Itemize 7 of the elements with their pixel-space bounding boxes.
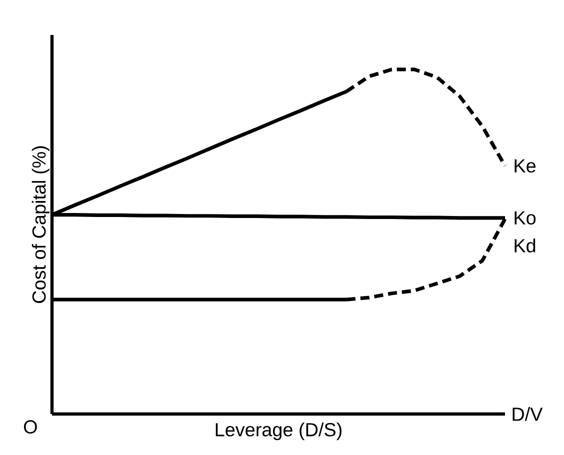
text: O [24,420,37,434]
series-label: Ke [514,159,536,173]
series-label: Ko [514,211,536,225]
x-axis-title: Leverage (D/S) [216,422,342,440]
y-axis-title: Cost of Capital (%) [32,146,50,303]
series-label: Kd [514,238,536,252]
text: D/V [512,407,543,421]
